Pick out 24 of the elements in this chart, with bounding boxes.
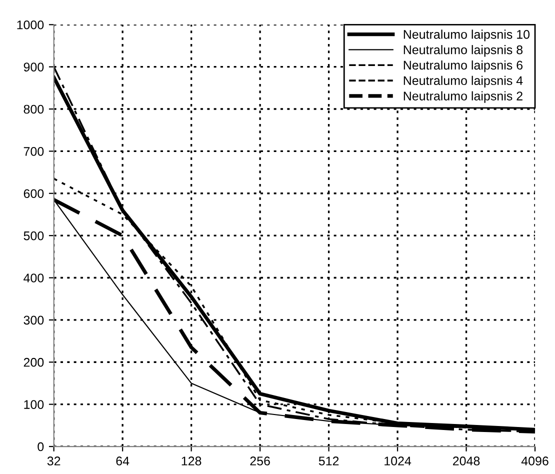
y-tick-label: 300 — [24, 316, 44, 325]
x-tick-label: 128 — [182, 456, 202, 466]
y-tick-label: 400 — [24, 274, 44, 282]
y-tick-label: 200 — [24, 358, 44, 367]
legend-label: Neutralumo laipsnis 8 — [404, 45, 523, 57]
x-tick-label: 256 — [250, 456, 270, 466]
y-tick-label: 100 — [24, 400, 44, 409]
y-tick-label: 500 — [24, 231, 44, 240]
legend-label: Neutralumo laipsnis 10 — [404, 30, 530, 42]
y-tick-label: 800 — [24, 104, 44, 114]
legend-label: Neutralumo laipsnis 2 — [404, 91, 522, 103]
x-tick-label: 512 — [318, 456, 339, 466]
y-tick-label: 600 — [24, 189, 44, 198]
legend-label: Neutralumo laipsnis 4 — [404, 76, 523, 88]
x-tick-label: 64 — [116, 456, 130, 466]
y-tick-label: 0 — [38, 442, 44, 452]
x-tick-label: 1024 — [384, 456, 412, 466]
y-tick-label: 1000 — [17, 20, 44, 30]
x-tick-label: 4096 — [521, 456, 548, 466]
x-tick-label: 2048 — [453, 456, 480, 466]
y-tick-label: 700 — [24, 147, 44, 156]
x-tick-label: 32 — [47, 456, 60, 466]
legend-label: Neutralumo laipsnis 6 — [404, 60, 523, 72]
y-tick-label: 900 — [24, 62, 44, 72]
